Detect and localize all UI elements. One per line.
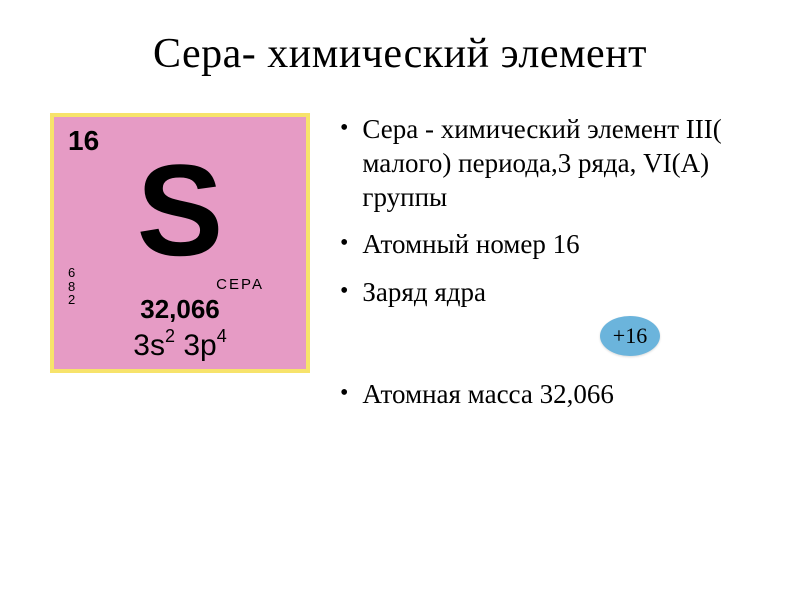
atomic-number: 16 xyxy=(68,125,99,157)
config-orbital-1: 3s xyxy=(133,329,165,362)
electron-config: 3s2 3p4 xyxy=(133,328,226,363)
electron-shells: 6 8 2 xyxy=(68,266,75,307)
shell-2: 8 xyxy=(68,280,75,294)
bullet-2-text: Атомный номер 16 xyxy=(362,228,750,262)
bullet-1-text: Сера - химический элемент III( малого) п… xyxy=(362,113,750,214)
bullet-2: • Атомный номер 16 xyxy=(340,228,750,262)
atomic-mass: 32,066 xyxy=(140,294,220,325)
periodic-element-tile: 16 S 6 8 2 СЕРА 32,066 3s2 3p4 xyxy=(50,113,310,373)
bullet-3-label: Заряд ядра xyxy=(362,276,750,310)
bullet-3: • Заряд ядра +16 xyxy=(340,276,750,356)
bullet-dot-icon: • xyxy=(340,276,348,307)
nuclear-charge-badge: +16 xyxy=(600,316,660,356)
config-orbital-2: 3p xyxy=(183,329,216,362)
nuclear-charge-value: +16 xyxy=(613,322,647,350)
bullet-1: • Сера - химический элемент III( малого)… xyxy=(340,113,750,214)
config-exp-1: 2 xyxy=(165,326,175,346)
page-title: Сера- химический элемент xyxy=(50,30,750,78)
bullet-4-text: Атомная масса 32,066 xyxy=(362,378,750,412)
slide: Сера- химический элемент 16 S 6 8 2 СЕРА… xyxy=(0,0,800,600)
config-exp-2: 4 xyxy=(217,326,227,346)
shell-1: 6 xyxy=(68,266,75,280)
element-name: СЕРА xyxy=(216,276,264,293)
bullet-dot-icon: • xyxy=(340,113,348,144)
bullet-dot-icon: • xyxy=(340,378,348,409)
element-symbol: S xyxy=(137,145,224,275)
bullet-list: • Сера - химический элемент III( малого)… xyxy=(340,113,750,570)
bullet-4: • Атомная масса 32,066 xyxy=(340,378,750,412)
bullet-dot-icon: • xyxy=(340,228,348,259)
content-row: 16 S 6 8 2 СЕРА 32,066 3s2 3p4 • Сера - … xyxy=(50,113,750,570)
shell-3: 2 xyxy=(68,293,75,307)
